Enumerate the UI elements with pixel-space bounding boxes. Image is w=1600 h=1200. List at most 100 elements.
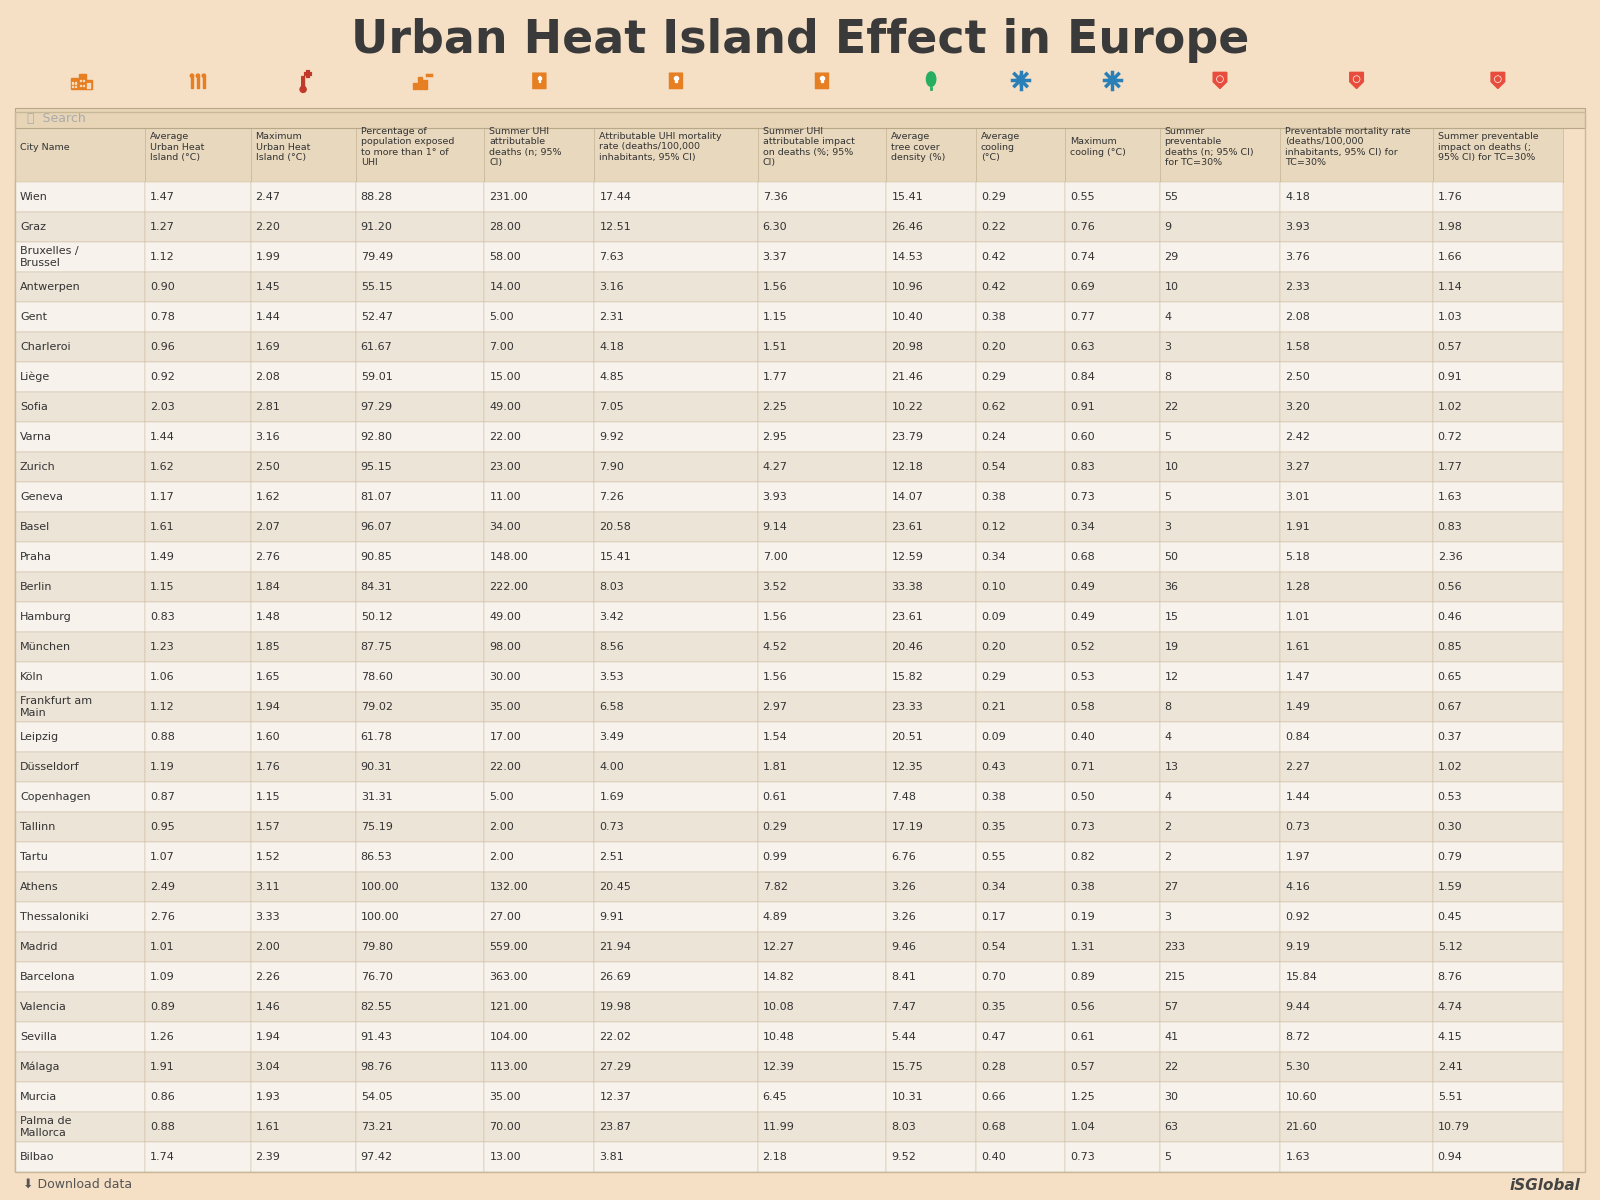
Bar [1160, 242, 1280, 272]
Bar [1432, 992, 1563, 1022]
Bar [251, 812, 355, 842]
Bar [14, 842, 146, 872]
Bar [821, 78, 824, 79]
Text: 2.76: 2.76 [256, 552, 280, 562]
Text: 70.00: 70.00 [490, 1122, 522, 1132]
Bar [14, 962, 146, 992]
Text: 0.38: 0.38 [981, 492, 1005, 502]
Bar [251, 332, 355, 362]
Text: 0.87: 0.87 [150, 792, 174, 802]
Bar [1066, 752, 1160, 782]
Bar [886, 602, 976, 632]
Text: Murcia: Murcia [19, 1092, 58, 1102]
Bar [1066, 542, 1160, 572]
Bar [1432, 962, 1563, 992]
Bar [594, 212, 758, 242]
Bar [251, 392, 355, 422]
Bar [485, 302, 594, 332]
Text: 1.27: 1.27 [150, 222, 174, 232]
Bar [976, 542, 1066, 572]
Bar [485, 932, 594, 962]
Text: Attributable UHI mortality
rate (deaths/100,000
inhabitants, 95% CI): Attributable UHI mortality rate (deaths/… [600, 132, 722, 162]
Text: 11.99: 11.99 [763, 1122, 795, 1132]
Bar [758, 992, 886, 1022]
Bar [886, 992, 976, 1022]
Bar [1066, 992, 1160, 1022]
Text: 0.29: 0.29 [981, 372, 1006, 382]
Text: 10.22: 10.22 [891, 402, 923, 412]
Bar [1280, 1052, 1432, 1082]
Bar [1280, 482, 1432, 512]
Bar [1280, 932, 1432, 962]
Bar [886, 872, 976, 902]
Text: 12.39: 12.39 [763, 1062, 795, 1072]
Bar [355, 1052, 485, 1082]
Bar [251, 1142, 355, 1172]
Text: 0.09: 0.09 [981, 612, 1005, 622]
Text: 14.00: 14.00 [490, 282, 522, 292]
Text: 3.01: 3.01 [1285, 492, 1310, 502]
Bar [355, 902, 485, 932]
Bar [14, 112, 146, 182]
Text: 3.20: 3.20 [1285, 402, 1310, 412]
Text: 0.42: 0.42 [981, 282, 1006, 292]
Text: 1.94: 1.94 [256, 702, 280, 712]
Text: 1.85: 1.85 [256, 642, 280, 652]
Bar [594, 1112, 758, 1142]
Text: 21.94: 21.94 [600, 942, 632, 952]
Bar [594, 752, 758, 782]
Text: 1.84: 1.84 [256, 582, 280, 592]
Text: 2.18: 2.18 [763, 1152, 787, 1162]
Bar [1160, 272, 1280, 302]
Text: 73.21: 73.21 [360, 1122, 392, 1132]
Text: 10: 10 [1165, 282, 1179, 292]
Bar [758, 272, 886, 302]
Bar [146, 182, 251, 212]
Text: 0.49: 0.49 [1070, 582, 1096, 592]
Bar [1280, 1142, 1432, 1172]
Text: 30: 30 [1165, 1092, 1179, 1102]
Bar [1066, 632, 1160, 662]
Text: 17.00: 17.00 [490, 732, 522, 742]
Bar [485, 662, 594, 692]
Text: Copenhagen: Copenhagen [19, 792, 91, 802]
Bar [976, 752, 1066, 782]
Bar [594, 452, 758, 482]
Text: 2: 2 [1165, 822, 1171, 832]
Bar [886, 1022, 976, 1052]
Text: 15: 15 [1165, 612, 1179, 622]
Bar [1432, 182, 1563, 212]
Bar [886, 362, 976, 392]
Bar [1160, 722, 1280, 752]
Bar [14, 752, 146, 782]
Bar [1160, 1022, 1280, 1052]
Text: 5.00: 5.00 [490, 312, 514, 322]
Text: 0.82: 0.82 [1070, 852, 1096, 862]
Bar [976, 182, 1066, 212]
Bar [886, 182, 976, 212]
Bar [1160, 332, 1280, 362]
Text: 121.00: 121.00 [490, 1002, 528, 1012]
Bar [14, 692, 146, 722]
Bar [1432, 452, 1563, 482]
FancyBboxPatch shape [302, 77, 304, 89]
Bar [1160, 842, 1280, 872]
Text: 1.61: 1.61 [150, 522, 174, 532]
Bar [976, 632, 1066, 662]
Text: 7.47: 7.47 [891, 1002, 917, 1012]
Text: 4.18: 4.18 [1285, 192, 1310, 202]
Text: 9: 9 [1165, 222, 1171, 232]
Bar [1432, 872, 1563, 902]
Text: 22.00: 22.00 [490, 762, 522, 772]
Text: 0.34: 0.34 [981, 552, 1005, 562]
Text: 0.85: 0.85 [1438, 642, 1462, 652]
Text: 8: 8 [1165, 372, 1171, 382]
Bar [1432, 1112, 1563, 1142]
Bar [886, 1142, 976, 1172]
Text: 0.34: 0.34 [981, 882, 1005, 892]
Text: 0.61: 0.61 [1070, 1032, 1094, 1042]
Text: 22.00: 22.00 [490, 432, 522, 442]
Bar [14, 902, 146, 932]
Text: 21.46: 21.46 [891, 372, 923, 382]
Bar [1160, 602, 1280, 632]
